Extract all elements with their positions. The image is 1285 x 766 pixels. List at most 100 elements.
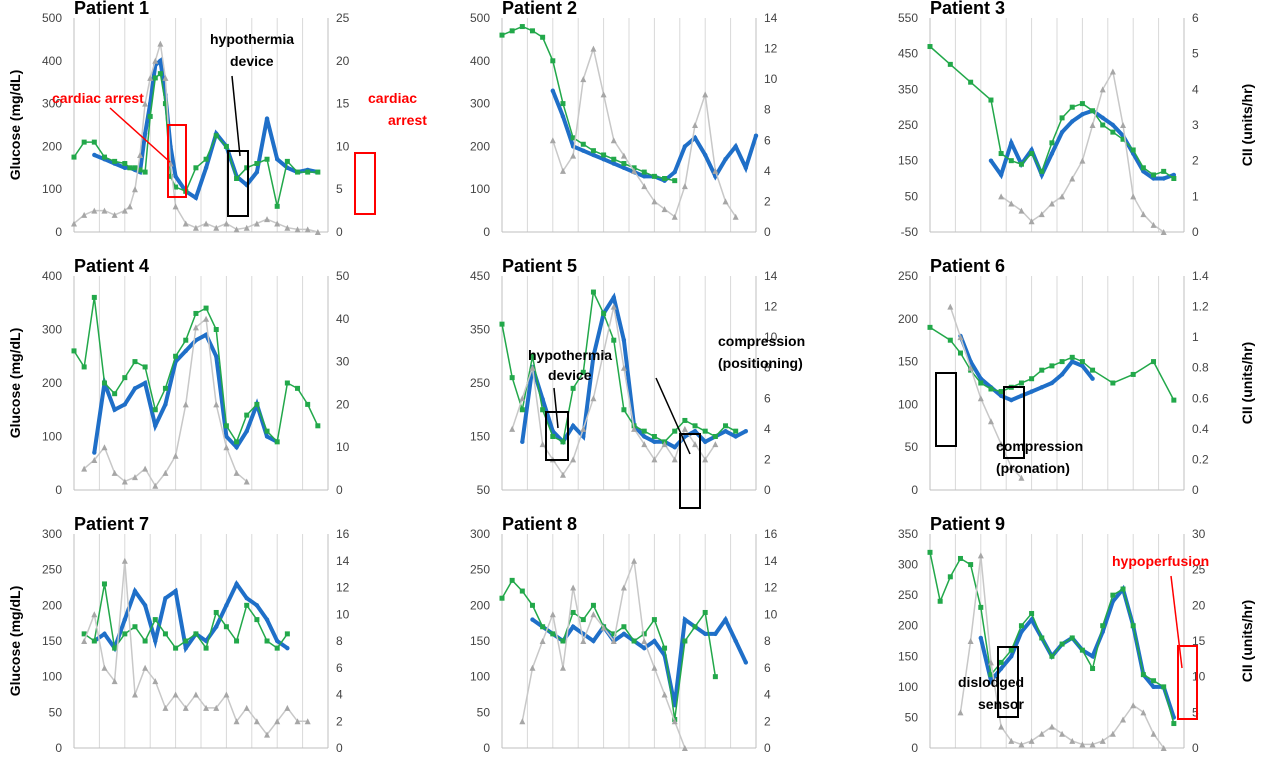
- cgm-point: [682, 144, 688, 149]
- bg-point: [234, 439, 240, 445]
- y2-tick-label: 10: [1192, 670, 1206, 684]
- cii-point: [987, 418, 994, 425]
- bg-point: [550, 58, 556, 64]
- bg-point: [672, 178, 678, 184]
- bg-point: [122, 631, 128, 637]
- bg-point: [1018, 623, 1024, 629]
- cii-point: [304, 718, 311, 725]
- bg-point: [1079, 359, 1085, 365]
- cgm-point: [142, 380, 148, 386]
- cii-point: [1089, 741, 1096, 748]
- bg-point: [641, 169, 647, 175]
- cgm-point: [601, 157, 606, 162]
- bg-point: [1018, 161, 1024, 167]
- bg-point: [173, 353, 179, 359]
- y2-tick-label: 3: [1192, 118, 1199, 132]
- cii-point: [111, 678, 118, 685]
- cii-point: [641, 183, 648, 190]
- bg-point: [1069, 104, 1075, 110]
- y2-tick-label: 8: [764, 634, 771, 648]
- bg-point: [621, 161, 627, 167]
- cii-point: [947, 303, 954, 310]
- y-tick-label: 100: [470, 182, 490, 196]
- bg-point: [1120, 136, 1126, 142]
- cgm-point: [1070, 359, 1075, 364]
- y2-tick-label: 15: [336, 97, 350, 111]
- y-tick-label: 250: [898, 269, 918, 283]
- y-tick-label: 100: [42, 182, 62, 196]
- y2-tick-label: 6: [1192, 11, 1199, 25]
- bg-point: [91, 139, 97, 145]
- cii-point: [580, 76, 587, 83]
- cgm-point: [203, 165, 209, 170]
- cii-point: [1099, 86, 1106, 93]
- y2-axis-label: CII (units/hr): [1239, 342, 1255, 424]
- series-bg-line: [929, 45, 1175, 180]
- cii-point: [651, 456, 658, 463]
- bg-point: [1079, 647, 1085, 653]
- y2-tick-label: 4: [764, 422, 771, 436]
- y2-tick-label: 2: [336, 714, 343, 728]
- cii-point: [137, 151, 144, 158]
- cii-point: [81, 465, 88, 472]
- cii-point: [233, 718, 240, 725]
- cii-point: [600, 349, 607, 356]
- cgm-point: [112, 407, 117, 412]
- y2-tick-label: 30: [336, 355, 350, 369]
- y-tick-label: 200: [470, 598, 490, 612]
- y-tick-label: 100: [898, 397, 918, 411]
- cii-point: [600, 91, 607, 98]
- cgm-point: [591, 638, 596, 644]
- cii-point: [651, 198, 658, 205]
- y-tick-label: 400: [470, 54, 490, 68]
- y-tick-label: 0: [483, 741, 490, 755]
- cii-point: [702, 456, 709, 463]
- y2-tick-label: 4: [764, 164, 771, 178]
- annotation-label: device: [230, 53, 274, 69]
- y-tick-label: 300: [42, 97, 62, 111]
- bg-point: [168, 173, 174, 179]
- bg-point: [978, 380, 984, 386]
- y2-tick-label: 10: [336, 607, 350, 621]
- y2-tick-label: 40: [336, 312, 350, 326]
- cgm-point: [92, 152, 97, 158]
- panel-title: Patient 1: [74, 0, 149, 18]
- cgm-point: [102, 631, 107, 637]
- cii-point: [967, 638, 974, 644]
- y2-tick-label: 14: [764, 11, 778, 25]
- cgm-point: [163, 596, 168, 601]
- bg-point: [601, 310, 607, 316]
- bg-point: [1008, 158, 1014, 164]
- cii-point: [1028, 218, 1035, 225]
- cii-point: [314, 229, 321, 235]
- y-tick-label: 50: [905, 710, 919, 724]
- bg-point: [662, 645, 668, 651]
- y2-tick-label: 6: [764, 133, 771, 147]
- bg-point: [193, 165, 199, 171]
- bg-point: [998, 659, 1004, 665]
- y2-tick-label: 0: [1192, 741, 1199, 755]
- cii-point: [91, 207, 98, 214]
- bg-point: [295, 169, 301, 175]
- y2-tick-label: 1: [1192, 330, 1199, 344]
- cii-point: [1079, 741, 1086, 748]
- bg-point: [1140, 672, 1146, 678]
- bg-point: [1069, 635, 1075, 641]
- bg-point: [81, 139, 87, 145]
- bg-point: [132, 165, 138, 171]
- cgm-point: [998, 666, 1004, 671]
- y2-tick-label: 20: [336, 54, 350, 68]
- bg-point: [937, 598, 943, 604]
- cii-point: [182, 704, 189, 711]
- cii-point: [152, 482, 159, 489]
- cii-point: [590, 611, 597, 618]
- y2-tick-label: 10: [764, 607, 778, 621]
- y2-tick-label: 8: [764, 361, 771, 375]
- bg-point: [998, 389, 1004, 395]
- y2-tick-label: 0: [764, 483, 771, 497]
- cii-point: [131, 474, 138, 481]
- cgm-point: [560, 114, 566, 119]
- cgm-point: [1100, 115, 1105, 121]
- cgm-point: [1029, 617, 1034, 622]
- cii-point: [203, 704, 210, 711]
